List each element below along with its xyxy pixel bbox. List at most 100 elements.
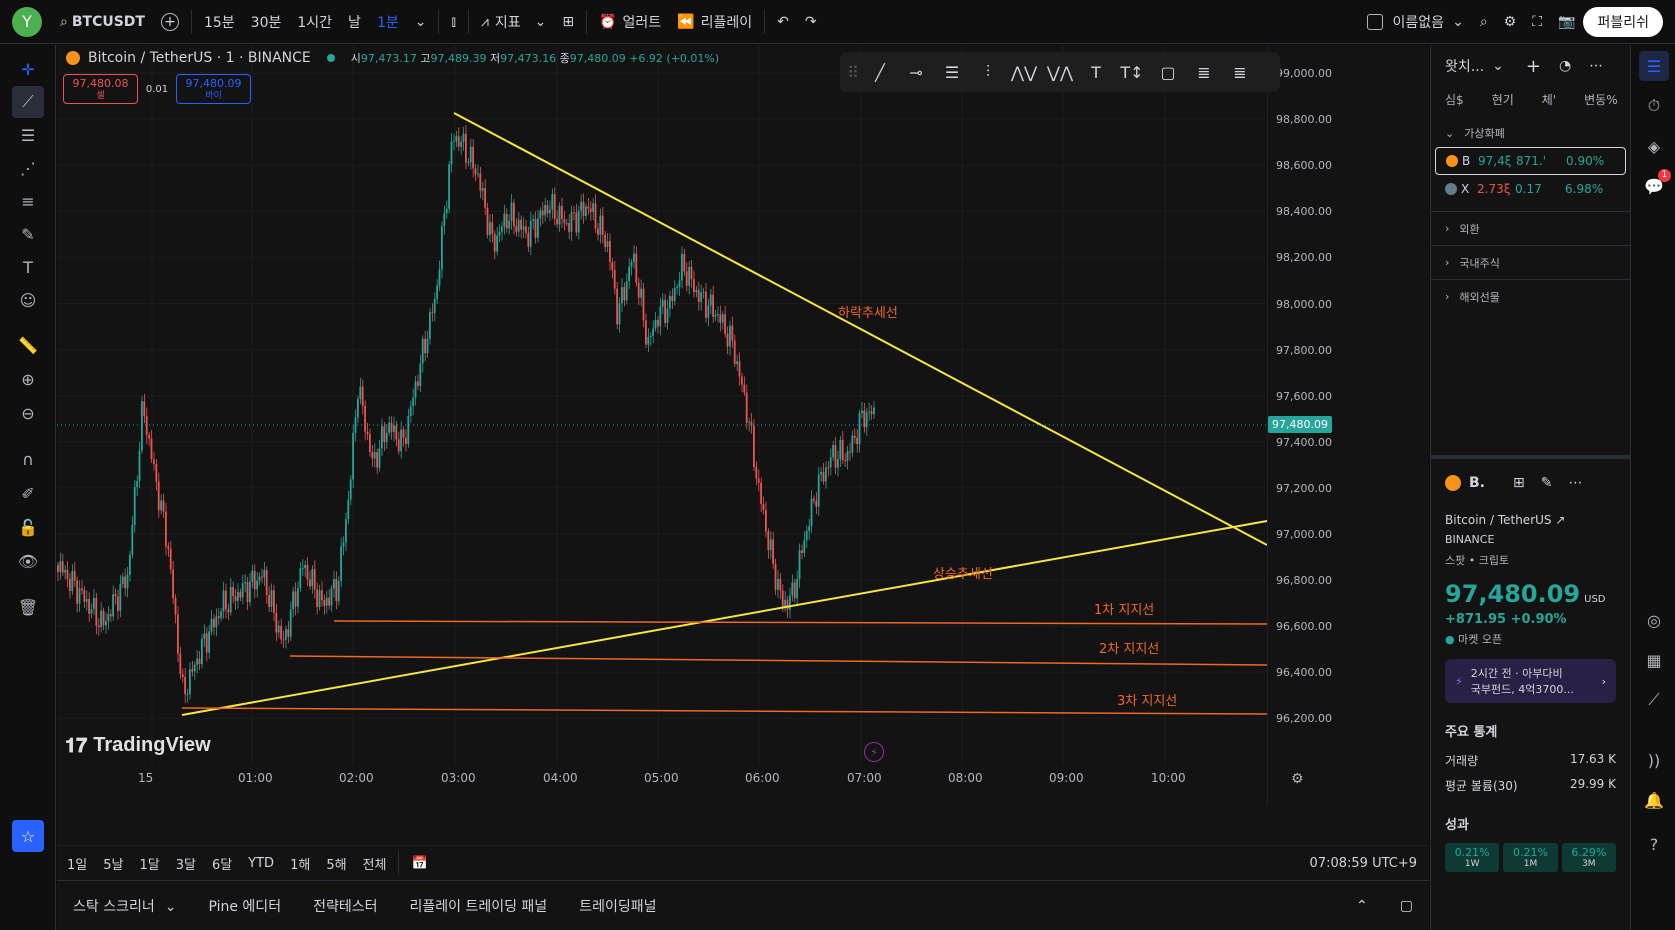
fib-retracement-tool[interactable]: ⫶ <box>972 56 1004 88</box>
add-symbol-icon[interactable]: + <box>1525 55 1541 77</box>
short-position-tool[interactable]: ≣ <box>1224 56 1256 88</box>
text-draw-tool[interactable]: T <box>1080 56 1112 88</box>
favorites-tool[interactable]: ☆ <box>12 820 44 852</box>
layout-name-menu[interactable]: 이름없음 ⌄ <box>1359 0 1472 44</box>
user-avatar[interactable]: Y <box>12 6 42 37</box>
watchlist-title[interactable]: 왓치... <box>1445 59 1485 75</box>
forecast-tool[interactable]: ≡ <box>12 185 44 217</box>
alert-button[interactable]: ⏰ 얼러트 <box>591 0 669 44</box>
zoom-out-tool[interactable]: ⊖ <box>12 397 44 429</box>
range-5d[interactable]: 5날 <box>103 857 124 873</box>
remove-drawings-tool[interactable]: 🗑 <box>12 591 44 623</box>
range-1d[interactable]: 1일 <box>67 857 88 873</box>
perf-tile-1w[interactable]: 0.21% 1W <box>1445 843 1500 872</box>
add-symbol-button[interactable]: + <box>153 0 187 44</box>
tab-strategy-tester[interactable]: 전략테스터 <box>313 898 378 915</box>
ideas-toggle[interactable]: ◎ <box>1639 605 1669 635</box>
section-forex[interactable]: › 외환 <box>1431 211 1630 245</box>
snapshot-button[interactable]: 📷 <box>1550 0 1583 44</box>
ruler-tool[interactable]: 📏 <box>12 329 44 361</box>
range-all[interactable]: 전체 <box>362 857 387 873</box>
uptrend-label[interactable]: 상승추세선 <box>933 567 993 582</box>
range-1y[interactable]: 1해 <box>290 857 311 873</box>
section-kr-stocks[interactable]: › 국내주식 <box>1431 245 1630 279</box>
col-symbol[interactable]: 심$ <box>1445 92 1464 107</box>
legend-title[interactable]: Bitcoin / TetherUS · 1 · BINANCE <box>88 50 311 66</box>
news-card[interactable]: ⚡ 2시간 전 · 아부다비 국부펀드, 4억3700... › <box>1445 659 1616 703</box>
notifications-toggle[interactable]: 🔔 <box>1639 785 1669 815</box>
support-line-1[interactable] <box>333 620 1268 625</box>
undo-button[interactable]: ↶ <box>769 0 797 44</box>
quick-search-button[interactable]: ⌕ <box>1472 0 1496 44</box>
fib-tool[interactable]: ☰ <box>12 119 44 151</box>
uptrend-line[interactable] <box>181 520 1268 716</box>
hide-drawings-tool[interactable]: 👁 <box>12 545 44 577</box>
trendline-tool[interactable]: ⟋ <box>12 86 44 118</box>
drag-handle[interactable]: ⠿ <box>847 62 859 82</box>
interval-1m[interactable]: 1분 <box>376 14 399 31</box>
fullscreen-button[interactable]: ⛶ <box>1524 0 1550 44</box>
parallel-channel-tool[interactable]: ☰ <box>936 56 968 88</box>
redo-button[interactable]: ↷ <box>797 0 825 44</box>
trendline-draw-tool[interactable]: ╱ <box>864 56 896 88</box>
downtrend-label[interactable]: 하락추세선 <box>838 306 898 321</box>
range-6m[interactable]: 6달 <box>211 857 233 873</box>
abcd-pattern-tool[interactable]: ⋁⋀ <box>1044 56 1076 88</box>
pattern-toggle[interactable]: ⟋ <box>1639 685 1669 715</box>
settings-button[interactable]: ⚙ <box>1496 0 1525 44</box>
magnet-tool[interactable]: ∩ <box>12 443 44 475</box>
replay-button[interactable]: ⏪ 리플레이 <box>669 0 760 44</box>
support-line-2[interactable] <box>289 655 1268 666</box>
lock-drawings-tool[interactable]: 🔓 <box>12 511 44 543</box>
details-symbol[interactable]: B. <box>1469 475 1485 491</box>
emoji-tool[interactable]: ☺ <box>12 284 44 316</box>
downtrend-line[interactable] <box>453 112 1268 546</box>
brush-tool[interactable]: ✎ <box>12 218 44 250</box>
details-name[interactable]: Bitcoin / TetherUS ↗ <box>1445 513 1616 527</box>
advanced-view-icon[interactable]: ◔ <box>1558 58 1572 74</box>
maximize-panel-button[interactable]: ▢ <box>1384 898 1429 914</box>
buy-button[interactable]: 97,480.09 바이 <box>176 74 251 104</box>
price-chart[interactable] <box>57 45 1429 845</box>
keep-drawing-tool[interactable]: ✐ <box>12 477 44 509</box>
long-position-tool[interactable]: ≣ <box>1188 56 1220 88</box>
perf-tile-3m[interactable]: 6.29% 3M <box>1561 843 1616 872</box>
rectangle-tool[interactable]: ▢ <box>1152 56 1184 88</box>
support-2-label[interactable]: 2차 지지선 <box>1099 642 1160 657</box>
price-axis[interactable]: 99,000.00 98,800.00 98,600.00 98,400.00 98,2… <box>1267 45 1429 805</box>
watchlist-row-btc[interactable]: B 97,4ξ 871.' 0.90% <box>1435 147 1626 175</box>
interval-30m[interactable]: 30분 <box>250 14 282 31</box>
interval-1h[interactable]: 1시간 <box>297 14 333 31</box>
xabcd-pattern-tool[interactable]: ⋀⋁ <box>1008 56 1040 88</box>
support-3-label[interactable]: 3차 지지선 <box>1117 694 1178 709</box>
object-tree-toggle[interactable]: ◈ <box>1639 131 1669 161</box>
zoom-in-tool[interactable]: ⊕ <box>12 363 44 395</box>
more-icon[interactable]: ⋯ <box>1589 58 1604 74</box>
calendar-toggle[interactable]: ▦ <box>1639 645 1669 675</box>
clock-display[interactable]: 07:08:59 UTC+9 <box>1309 855 1417 871</box>
chat-toggle[interactable]: 💬 1 <box>1639 169 1671 201</box>
interval-dropdown[interactable]: ⌄ <box>407 0 435 44</box>
chart-pane[interactable]: 하락추세선 상승추세선 1차 지지선 2차 지지선 3차 지지선 99,000.… <box>57 45 1429 845</box>
symbol-search[interactable]: ⌕ BTCUSDT <box>52 0 153 44</box>
tab-stock-screener[interactable]: 스탁 스크리너 ⌄ <box>57 896 192 916</box>
edit-icon[interactable]: ✎ <box>1540 475 1553 491</box>
range-5y[interactable]: 5해 <box>326 857 347 873</box>
tab-pine-editor[interactable]: Pine 에디터 <box>208 898 282 915</box>
lightning-icon[interactable]: ⚡ <box>864 742 884 762</box>
perf-tile-1m[interactable]: 0.21% 1M <box>1503 843 1558 872</box>
goto-date-button[interactable]: 📅 <box>403 856 435 871</box>
watchlist-toggle[interactable]: ☰ <box>1639 51 1669 81</box>
section-crypto[interactable]: ⌄ 가상화폐 <box>1431 119 1630 147</box>
help-toggle[interactable]: ? <box>1639 829 1669 859</box>
layouts-button[interactable]: ⊞ <box>554 0 582 44</box>
indicators-button[interactable]: ⩘ 지표 ⌄ <box>473 0 554 44</box>
tab-trading-panel[interactable]: 트레이딩패널 <box>579 898 657 915</box>
expand-panel-button[interactable]: ⌃ <box>1340 898 1384 914</box>
pattern-tool[interactable]: ⋰ <box>12 152 44 184</box>
support-1-label[interactable]: 1차 지지선 <box>1094 603 1155 618</box>
text-style-tool[interactable]: T↕ <box>1116 56 1148 88</box>
section-futures[interactable]: › 해외선물 <box>1431 279 1630 313</box>
watchlist-row-xrp[interactable]: X 2.73ξ 0.17 6.98% <box>1431 175 1630 203</box>
alerts-toggle[interactable]: ⏱ <box>1639 91 1669 121</box>
